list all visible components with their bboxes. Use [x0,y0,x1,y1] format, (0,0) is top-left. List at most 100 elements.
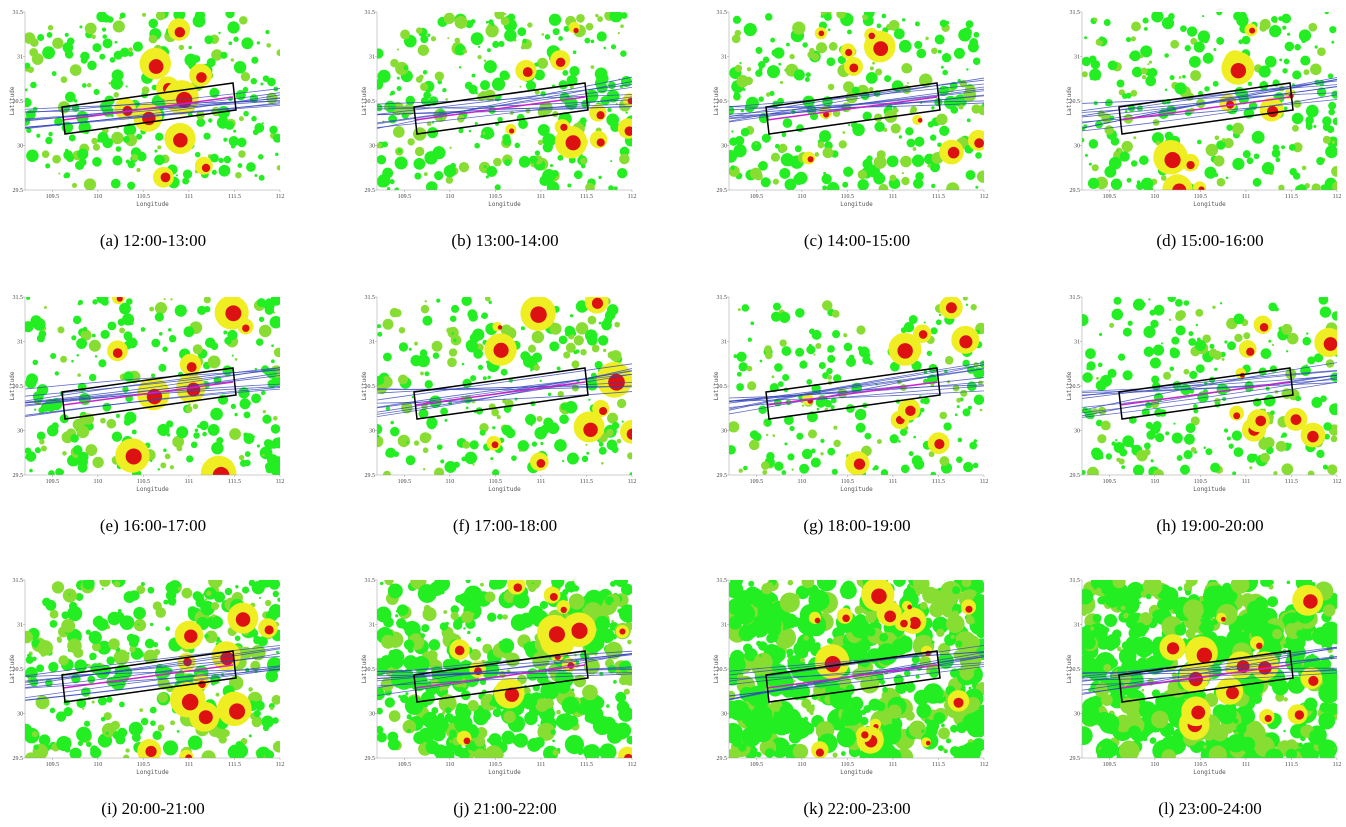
echo-green [1183,368,1190,375]
y-tick-label: 31 [721,340,727,346]
echo-green [88,630,102,645]
echo-green [203,305,211,313]
x-tick-label: 110 [1150,479,1159,485]
echo-green [803,716,808,722]
echo-green [246,162,256,172]
echo-green [1190,416,1200,426]
echo-green [1132,622,1147,638]
echo-green [876,23,882,29]
echo-green [556,366,561,371]
echo-green [1127,320,1133,326]
echo-green [546,181,560,190]
echo-green [886,155,899,168]
echo-green [858,640,871,653]
echo-green [186,407,192,413]
x-tick-label: 110 [93,762,102,768]
echo-green [377,331,383,337]
echo-green [756,634,760,638]
x-tick-label: 111 [1242,762,1251,768]
echo-green [211,49,223,61]
echo-green [788,731,802,744]
echo-green [602,716,616,731]
echo-green [432,352,440,359]
echo-red [454,645,465,656]
echo-green [1249,466,1253,470]
flight-track [1082,84,1337,112]
echo-green [1107,60,1118,71]
echo-green [405,455,416,466]
y-tick-label: 29.5 [717,188,728,194]
echo-green [92,299,98,305]
echo-green [210,342,219,350]
echo-green [471,612,475,616]
echo-green [822,300,833,311]
echo-green [957,437,963,443]
echo-green [837,55,846,65]
echo-green [1188,331,1194,337]
echo-green [1208,745,1227,758]
x-axis-label: Longitude [1193,486,1226,493]
echo-green [512,591,530,609]
echo-green [77,148,89,160]
echo-green [485,20,489,24]
echo-green [229,682,233,685]
echo-green [791,593,800,602]
flight-track [377,653,632,672]
echo-green [797,587,801,591]
echo-green [85,629,91,635]
echo-green [573,170,583,180]
echo-green [1233,313,1245,325]
echo-green [1169,75,1175,81]
echo-green [826,638,833,644]
flight-track [729,79,984,118]
flight-track [25,105,280,128]
echo-green [196,742,202,749]
echo-green [782,373,790,382]
echo-green [468,129,472,133]
echo-green [840,751,846,756]
echo-green [403,639,415,650]
echo-green [58,172,61,175]
echo-green [469,648,481,661]
echo-green [39,439,45,445]
echo-green [756,695,769,708]
echo-green [270,424,280,434]
echo-green [804,77,810,82]
y-tick-label: 31.5 [1070,578,1081,584]
echo-green [890,179,901,190]
echo-green [406,441,409,444]
echo-green [455,746,460,751]
y-tick-label: 29.5 [365,188,376,194]
x-axis-label: Longitude [488,769,521,776]
echo-green [1286,612,1298,624]
echo-red [861,731,869,739]
echo-green [1307,356,1316,365]
echo-green [537,57,549,69]
echo-green [150,459,153,463]
echo-green [510,614,528,632]
y-axis-label: Latitude [361,371,368,400]
echo-green [1096,698,1102,703]
radar-map [1082,580,1337,758]
echo-green [1221,357,1225,361]
echo-green [81,83,87,88]
echo-green [1223,738,1234,749]
echo-green [1139,155,1149,166]
echo-green [1331,311,1337,321]
x-tick-label: 111 [889,479,898,485]
echo-green [843,342,853,352]
echo-green [396,586,403,593]
echo-green [119,302,131,315]
echo-green [1132,298,1145,311]
echo-green [1131,21,1141,32]
echo-green [458,66,462,69]
x-tick-label: 111 [185,194,194,200]
echo-green [905,711,915,721]
echo-green [1204,86,1210,92]
echo-green [420,35,429,44]
echo-green [394,187,400,190]
echo-green [1268,302,1278,312]
echo-green [813,353,816,356]
echo-green [60,76,68,83]
echo-green [733,92,741,101]
